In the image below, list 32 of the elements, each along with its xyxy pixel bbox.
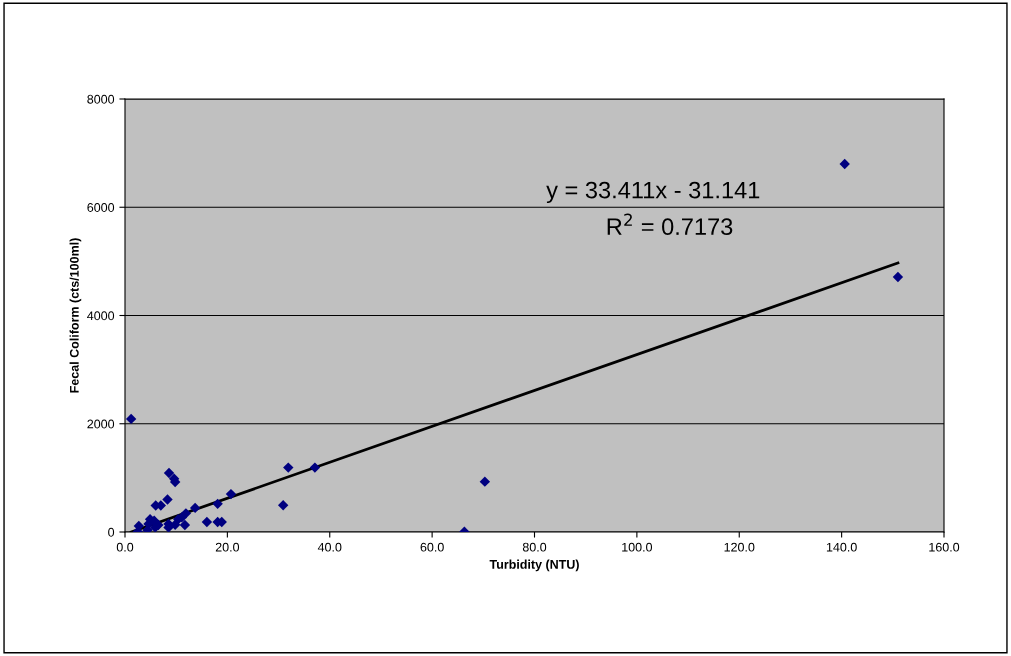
x-tick-label: 0.0 xyxy=(116,542,134,552)
point xyxy=(212,498,223,510)
point xyxy=(309,462,321,473)
annotation: R$^{2}$ = 0.7173 xyxy=(607,213,733,236)
y-tick-label: 4000 xyxy=(87,311,115,321)
x-tick-label: 80.0 xyxy=(522,542,547,552)
point xyxy=(283,462,294,473)
point xyxy=(479,476,491,487)
point xyxy=(892,271,904,283)
annotation: y = 33.411x - 31.141 xyxy=(546,181,760,204)
point xyxy=(201,516,213,528)
point xyxy=(277,500,289,511)
x-tick-label: 100.0 xyxy=(622,542,653,552)
x-tick-label: 60.0 xyxy=(420,542,444,552)
x-tick-label: 140.0 xyxy=(826,542,857,552)
point xyxy=(179,519,191,531)
point xyxy=(839,158,850,170)
point xyxy=(125,413,137,425)
point xyxy=(189,502,201,514)
y-tick-label: 0 xyxy=(108,527,115,537)
point xyxy=(163,467,175,479)
point xyxy=(162,494,173,505)
y-axis-title: Fecal Coliform (cts/100ml) xyxy=(69,238,82,393)
x-tick-label: 40.0 xyxy=(317,542,342,552)
y-tick-label: 8000 xyxy=(87,94,115,104)
y-tick-label: 2000 xyxy=(87,419,115,429)
point xyxy=(225,488,237,500)
x-axis-title: Turbidity (NTU) xyxy=(489,559,579,572)
x-tick-label: 120.0 xyxy=(724,542,755,552)
y-tick-label: 6000 xyxy=(87,203,115,212)
x-tick-label: 160.0 xyxy=(929,542,960,552)
x-tick-label: 20.0 xyxy=(215,542,240,552)
